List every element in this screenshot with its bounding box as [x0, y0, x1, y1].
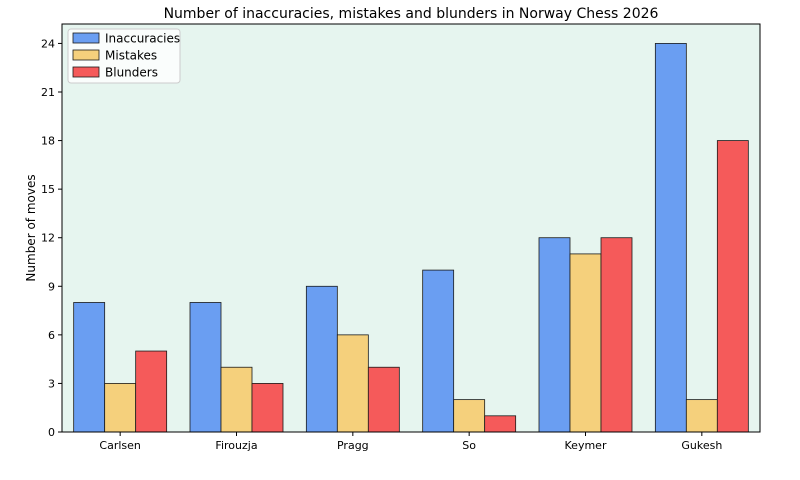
- x-tick-label: Gukesh: [681, 439, 722, 452]
- plot-frame: [61, 23, 761, 433]
- bar-mistakes-carlsen: [104, 383, 137, 433]
- legend-swatch-mistakes: [72, 49, 100, 61]
- x-tick-label: Carlsen: [99, 439, 140, 452]
- legend: Inaccuracies Mistakes Blunders: [67, 28, 181, 84]
- x-tick-label: Pragg: [337, 439, 369, 452]
- plot-area: [62, 24, 760, 432]
- y-tick-label: 3: [48, 377, 55, 390]
- y-tick-label: 12: [41, 232, 55, 245]
- x-tick-label: Keymer: [565, 439, 607, 452]
- y-axis: 0 3 6 9 12 15 18 21 24: [41, 37, 62, 439]
- bar-blunders-keymer: [600, 237, 633, 433]
- bar-inaccuracies-firouzja: [189, 302, 222, 433]
- bar-inaccuracies-gukesh: [654, 43, 687, 433]
- chart-title: Number of inaccuracies, mistakes and blu…: [164, 6, 659, 22]
- bar-inaccuracies-so: [422, 269, 455, 433]
- y-tick-label: 15: [41, 183, 55, 196]
- legend-swatch-inaccuracies: [72, 32, 100, 44]
- x-axis: Carlsen Firouzja Pragg So Keymer Gukesh: [99, 432, 722, 452]
- bar-mistakes-keymer: [569, 253, 602, 433]
- legend-label-mistakes: Mistakes: [105, 49, 157, 63]
- legend-label-blunders: Blunders: [105, 66, 158, 80]
- bar-blunders-so: [484, 415, 517, 433]
- bar-inaccuracies-keymer: [538, 237, 571, 433]
- bar-inaccuracies-carlsen: [73, 302, 106, 433]
- y-tick-label: 9: [48, 280, 55, 293]
- bar-blunders-pragg: [367, 366, 400, 433]
- bar-inaccuracies-pragg: [305, 285, 338, 433]
- bar-blunders-gukesh: [716, 140, 749, 433]
- bar-mistakes-pragg: [336, 334, 369, 433]
- x-tick-label: Firouzja: [215, 439, 257, 452]
- y-tick-label: 18: [41, 135, 55, 148]
- x-tick-label: So: [462, 439, 476, 452]
- y-axis-title: Number of moves: [24, 174, 38, 281]
- bar-mistakes-firouzja: [220, 366, 253, 433]
- bar-blunders-firouzja: [251, 383, 284, 433]
- legend-label-inaccuracies: Inaccuracies: [105, 32, 180, 46]
- bar-mistakes-gukesh: [685, 399, 718, 433]
- bar-mistakes-so: [453, 399, 486, 433]
- bars-layer: [73, 43, 749, 433]
- y-tick-label: 6: [48, 329, 55, 342]
- y-tick-label: 0: [48, 426, 55, 439]
- bar-blunders-carlsen: [135, 350, 168, 433]
- y-tick-label: 21: [41, 86, 55, 99]
- y-tick-label: 24: [41, 37, 55, 50]
- legend-swatch-blunders: [72, 66, 100, 78]
